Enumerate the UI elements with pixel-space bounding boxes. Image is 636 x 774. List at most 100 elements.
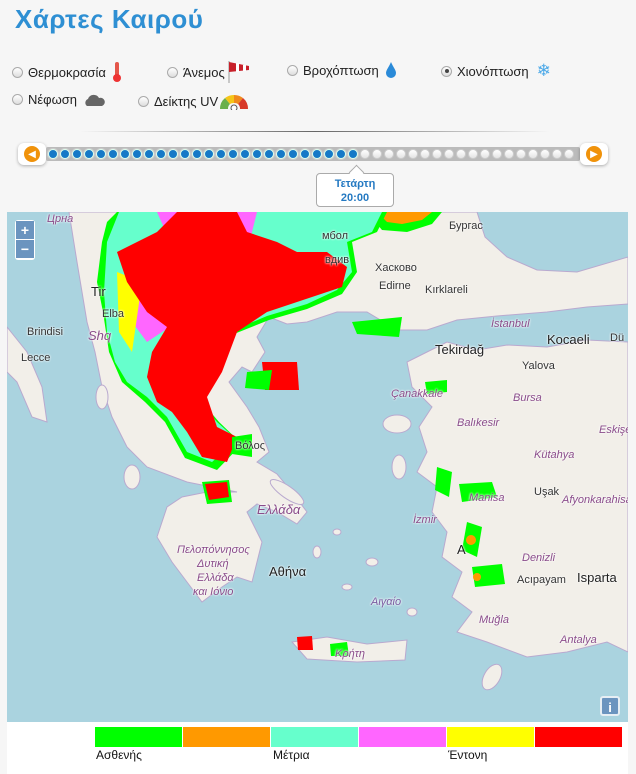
legend-swatch bbox=[359, 727, 446, 747]
map-label: Kocaeli bbox=[547, 332, 590, 347]
timeline-step[interactable] bbox=[396, 149, 406, 159]
map-label: Бургас bbox=[449, 220, 483, 232]
map-label: Çanakkale bbox=[391, 388, 443, 400]
timeline-step[interactable] bbox=[300, 149, 310, 159]
map-label: Elba bbox=[102, 308, 125, 320]
map-label: Δυτική bbox=[197, 558, 229, 570]
time-tooltip: Τετάρτη 20:00 bbox=[316, 173, 394, 207]
timeline-step[interactable] bbox=[504, 149, 514, 159]
timeline-step[interactable] bbox=[492, 149, 502, 159]
windsock-icon bbox=[228, 61, 249, 83]
timeline-step[interactable] bbox=[420, 149, 430, 159]
divider bbox=[80, 131, 550, 132]
timeline-step[interactable] bbox=[408, 149, 418, 159]
map-label: Tekirdağ bbox=[435, 342, 485, 357]
option-wind[interactable]: Άνεμος bbox=[167, 61, 251, 83]
timeline-step[interactable] bbox=[384, 149, 394, 159]
timeline-step[interactable] bbox=[120, 149, 130, 159]
timeline-step[interactable] bbox=[48, 149, 58, 159]
radio-wind[interactable] bbox=[167, 66, 178, 78]
timeline-step[interactable] bbox=[324, 149, 334, 159]
radio-rain[interactable] bbox=[287, 64, 298, 76]
legend-swatches bbox=[95, 727, 623, 747]
map-label: İstanbul bbox=[491, 318, 530, 330]
map-label: вдив bbox=[325, 254, 350, 266]
timeline-step[interactable] bbox=[156, 149, 166, 159]
map-label: Tir bbox=[91, 284, 106, 299]
timeline-step[interactable] bbox=[564, 149, 574, 159]
map-label: Dü bbox=[610, 332, 625, 344]
timeline-step[interactable] bbox=[192, 149, 202, 159]
land-kefalonia bbox=[123, 464, 141, 490]
option-rain[interactable]: Βροχόπτωση bbox=[287, 61, 397, 79]
timeline-step[interactable] bbox=[348, 149, 358, 159]
timeline-step[interactable] bbox=[336, 149, 346, 159]
timeline-step[interactable] bbox=[60, 149, 70, 159]
timeline-step[interactable] bbox=[516, 149, 526, 159]
map-label: Isparta bbox=[577, 570, 617, 585]
zoom-in-button[interactable]: + bbox=[16, 221, 34, 239]
legend-label-heavy: Έντονη bbox=[448, 748, 488, 762]
timeline-step[interactable] bbox=[252, 149, 262, 159]
timeline-step[interactable] bbox=[228, 149, 238, 159]
weather-map[interactable]: Црна мбол Бургас вдив Хасково Edirne Kır… bbox=[7, 212, 628, 722]
timeline-step[interactable] bbox=[372, 149, 382, 159]
timeline-step[interactable] bbox=[216, 149, 226, 159]
map-label: Denizli bbox=[522, 552, 556, 564]
timeline[interactable]: ◀ ▶ bbox=[18, 143, 608, 165]
radio-uv[interactable] bbox=[138, 95, 149, 107]
map-label: Ελλάδα bbox=[197, 572, 234, 584]
timeline-step[interactable] bbox=[552, 149, 562, 159]
timeline-step[interactable] bbox=[84, 149, 94, 159]
timeline-step[interactable] bbox=[204, 149, 214, 159]
timeline-step[interactable] bbox=[144, 149, 154, 159]
option-clouds[interactable]: Νέφωση bbox=[12, 92, 105, 107]
option-uv[interactable]: Δείκτης UV bbox=[138, 92, 249, 110]
map-label: Uşak bbox=[534, 486, 560, 498]
timeline-step[interactable] bbox=[432, 149, 442, 159]
timeline-step[interactable] bbox=[528, 149, 538, 159]
map-label: Yalova bbox=[522, 360, 555, 372]
radio-clouds[interactable] bbox=[12, 94, 23, 105]
timeline-step[interactable] bbox=[180, 149, 190, 159]
info-button[interactable]: i bbox=[600, 696, 620, 716]
option-label: Χιονόπτωση bbox=[457, 63, 529, 79]
option-temperature[interactable]: Θερμοκρασία bbox=[12, 61, 122, 83]
map-label: Manisa bbox=[469, 492, 505, 504]
snowflake-icon: ❄ bbox=[536, 61, 551, 80]
next-button[interactable]: ▶ bbox=[580, 143, 608, 165]
option-snow[interactable]: Χιονόπτωση ❄ bbox=[441, 61, 551, 81]
timeline-step[interactable] bbox=[96, 149, 106, 159]
map-label: Црна bbox=[47, 213, 74, 225]
timeline-step[interactable] bbox=[312, 149, 322, 159]
land-italy bbox=[7, 326, 48, 423]
timeline-step[interactable] bbox=[108, 149, 118, 159]
legend: Ασθενής Μέτρια Έντονη bbox=[7, 722, 628, 774]
snowfall-overlay bbox=[97, 212, 505, 656]
map-label: Bursa bbox=[513, 392, 542, 404]
raindrop-icon bbox=[385, 62, 396, 78]
thermometer-icon bbox=[112, 62, 121, 82]
timeline-step[interactable] bbox=[468, 149, 478, 159]
timeline-step[interactable] bbox=[288, 149, 298, 159]
map-label: Βόλος bbox=[235, 440, 265, 452]
timeline-step[interactable] bbox=[480, 149, 490, 159]
timeline-step[interactable] bbox=[264, 149, 274, 159]
radio-temperature[interactable] bbox=[12, 66, 23, 78]
timeline-step[interactable] bbox=[456, 149, 466, 159]
timeline-step[interactable] bbox=[168, 149, 178, 159]
timeline-step[interactable] bbox=[240, 149, 250, 159]
timeline-step[interactable] bbox=[132, 149, 142, 159]
timeline-step[interactable] bbox=[444, 149, 454, 159]
map-label: A bbox=[457, 542, 466, 557]
timeline-step[interactable] bbox=[540, 149, 550, 159]
previous-button[interactable]: ◀ bbox=[18, 143, 46, 165]
timeline-step[interactable] bbox=[72, 149, 82, 159]
land-corfu bbox=[95, 384, 109, 410]
zoom-out-button[interactable]: − bbox=[16, 240, 34, 258]
timeline-step[interactable] bbox=[360, 149, 370, 159]
radio-snow[interactable] bbox=[441, 65, 452, 77]
timeline-step[interactable] bbox=[276, 149, 286, 159]
map-label: Shq bbox=[88, 328, 112, 343]
timeline-track[interactable] bbox=[46, 147, 580, 161]
